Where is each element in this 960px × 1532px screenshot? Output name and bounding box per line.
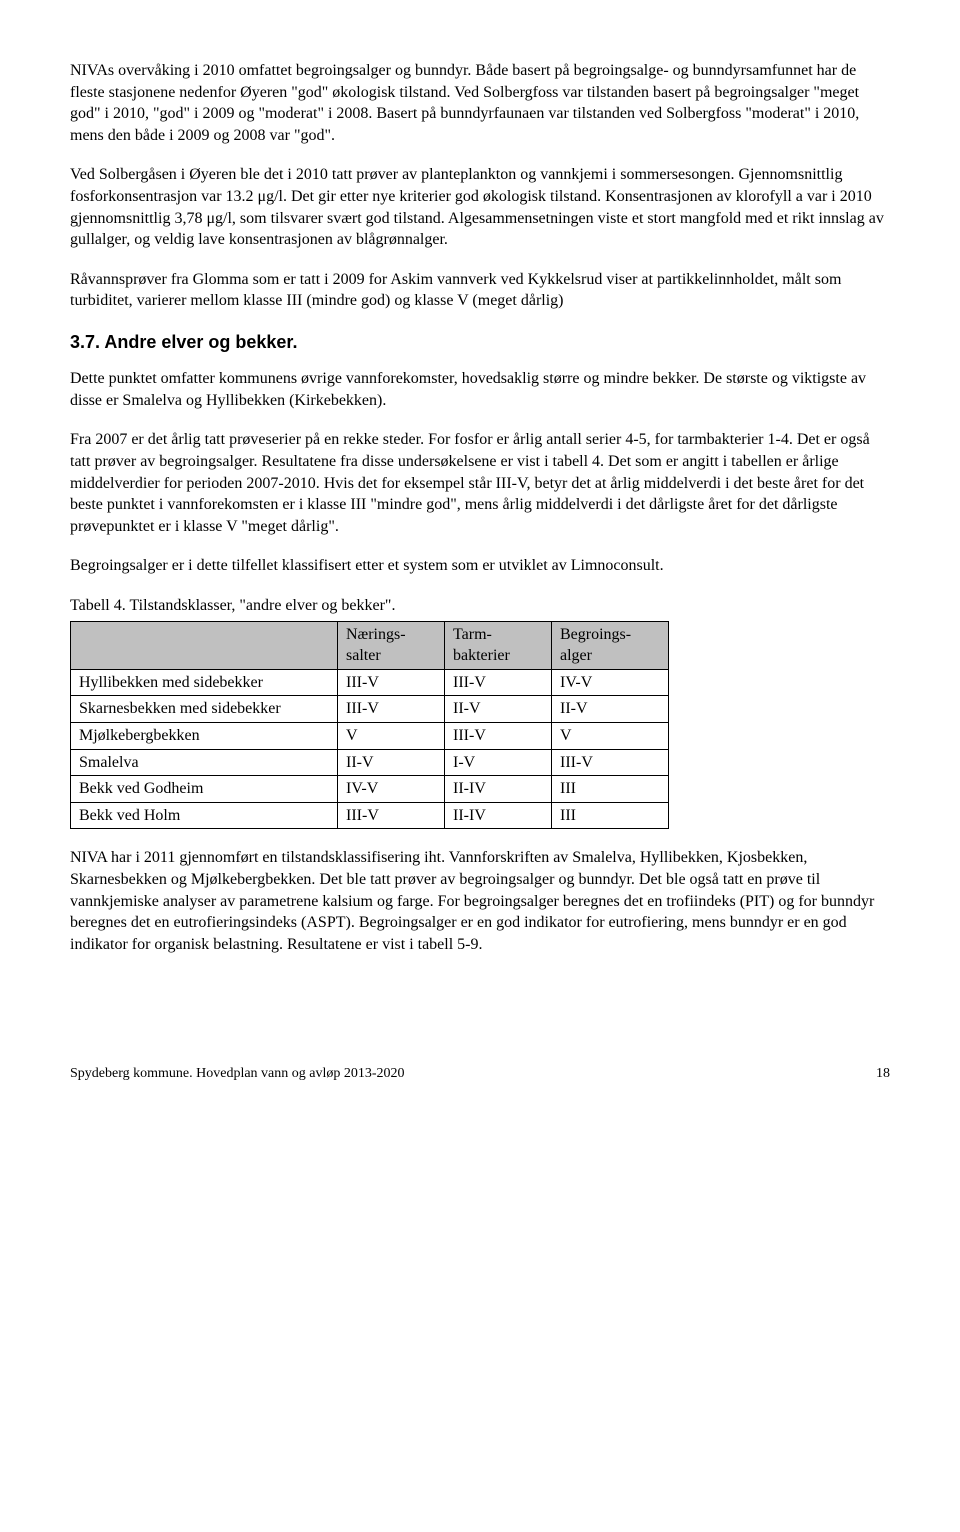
table-row: Bekk ved Godheim IV-V II-IV III	[71, 776, 669, 803]
cell: III-V	[552, 749, 669, 776]
table-row: Mjølkebergbekken V III-V V	[71, 722, 669, 749]
row-label: Hyllibekken med sidebekker	[71, 669, 338, 696]
footer-text: Spydeberg kommune. Hovedplan vann og avl…	[70, 1066, 405, 1081]
cell: III-V	[338, 669, 445, 696]
page-number: 18	[876, 1065, 890, 1084]
table-header-row: Nærings-salter Tarm-bakterier Begroings-…	[71, 621, 669, 669]
cell: V	[338, 722, 445, 749]
paragraph-2: Ved Solbergåsen i Øyeren ble det i 2010 …	[70, 164, 890, 250]
cell: V	[552, 722, 669, 749]
cell: III	[552, 802, 669, 829]
paragraph-1: NIVAs overvåking i 2010 omfattet begroin…	[70, 60, 890, 146]
table-row: Hyllibekken med sidebekker III-V III-V I…	[71, 669, 669, 696]
table-header-naering: Nærings-salter	[338, 621, 445, 669]
table-row: Bekk ved Holm III-V II-IV III	[71, 802, 669, 829]
cell: III-V	[445, 722, 552, 749]
cell: IV-V	[338, 776, 445, 803]
table-row: Skarnesbekken med sidebekker III-V II-V …	[71, 696, 669, 723]
section-heading: 3.7. Andre elver og bekker.	[70, 330, 890, 354]
page-footer: Spydeberg kommune. Hovedplan vann og avl…	[70, 1065, 890, 1084]
cell: II-V	[338, 749, 445, 776]
cell: III-V	[338, 696, 445, 723]
row-label: Mjølkebergbekken	[71, 722, 338, 749]
row-label: Skarnesbekken med sidebekker	[71, 696, 338, 723]
paragraph-5: Fra 2007 er det årlig tatt prøveserier p…	[70, 429, 890, 537]
row-label: Smalelva	[71, 749, 338, 776]
cell: IV-V	[552, 669, 669, 696]
paragraph-4: Dette punktet omfatter kommunens øvrige …	[70, 368, 890, 411]
cell: I-V	[445, 749, 552, 776]
cell: II-IV	[445, 776, 552, 803]
cell: III-V	[445, 669, 552, 696]
cell: III	[552, 776, 669, 803]
table-caption: Tabell 4. Tilstandsklasser, "andre elver…	[70, 595, 890, 617]
paragraph-6: Begroingsalger er i dette tilfellet klas…	[70, 555, 890, 577]
table-header-begroing: Begroings-alger	[552, 621, 669, 669]
paragraph-3: Råvannsprøver fra Glomma som er tatt i 2…	[70, 269, 890, 312]
table-header-blank	[71, 621, 338, 669]
cell: III-V	[338, 802, 445, 829]
table-header-tarm: Tarm-bakterier	[445, 621, 552, 669]
cell: II-V	[552, 696, 669, 723]
cell: II-V	[445, 696, 552, 723]
tilstand-table: Nærings-salter Tarm-bakterier Begroings-…	[70, 621, 669, 830]
row-label: Bekk ved Holm	[71, 802, 338, 829]
cell: II-IV	[445, 802, 552, 829]
paragraph-7: NIVA har i 2011 gjennomført en tilstands…	[70, 847, 890, 955]
table-row: Smalelva II-V I-V III-V	[71, 749, 669, 776]
row-label: Bekk ved Godheim	[71, 776, 338, 803]
